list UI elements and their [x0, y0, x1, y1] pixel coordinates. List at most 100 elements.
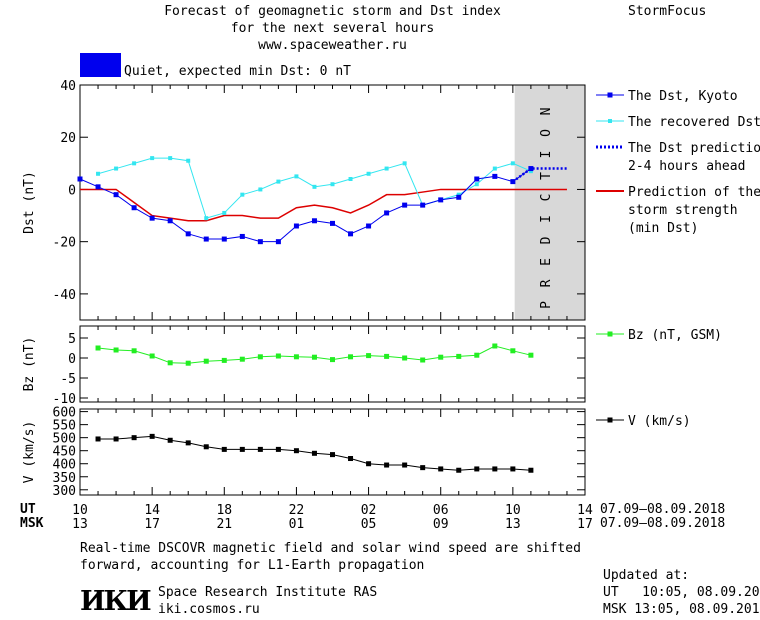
ut-tick-label: 22 — [289, 503, 305, 518]
y-tick-label: 350 — [53, 471, 76, 486]
prediction-band-letter: P — [539, 301, 554, 309]
bz-point — [492, 343, 498, 349]
prediction-band-letter: I — [539, 151, 554, 159]
recovered-dst-point — [150, 156, 155, 161]
ut-tick-label: 18 — [216, 503, 232, 518]
speed-point — [456, 467, 462, 473]
dst-kyoto-point — [528, 166, 534, 172]
speed-point — [366, 461, 372, 467]
prediction-band-letter: I — [539, 215, 554, 223]
legend-dst-kyoto-marker — [607, 92, 613, 98]
chart-title-line1: Forecast of geomagnetic storm and Dst in… — [164, 4, 501, 19]
msk-tick-label: 17 — [144, 517, 160, 532]
prediction-band-letter: N — [539, 108, 554, 116]
updated-label: Updated at: — [603, 568, 690, 583]
bz-point — [275, 353, 281, 359]
y-tick-label: -40 — [53, 288, 76, 303]
bz-point — [311, 354, 317, 360]
y-tick-label: -20 — [53, 236, 76, 251]
bz-point — [366, 353, 372, 359]
y-tick-label: 300 — [53, 484, 76, 499]
panel-frame — [79, 325, 586, 403]
bz-point — [113, 347, 119, 353]
speed-point — [293, 448, 299, 454]
source-url[interactable]: www.spaceweather.ru — [258, 38, 407, 53]
msk-tick-label: 01 — [289, 517, 305, 532]
ut-tick-label: 14 — [577, 503, 593, 518]
recovered-dst-point — [330, 182, 335, 187]
speed-point — [492, 466, 498, 472]
recovered-dst-point — [456, 192, 461, 197]
bz-point — [402, 355, 408, 361]
speed-point — [239, 446, 245, 452]
panel-frame — [79, 408, 586, 496]
dst-kyoto-point — [185, 231, 191, 237]
recovered-dst-point — [294, 174, 299, 179]
recovered-dst-point — [96, 171, 101, 176]
speed-point — [275, 446, 281, 452]
prediction-band — [514, 85, 585, 320]
y-tick-label: 40 — [60, 79, 76, 94]
dst-kyoto-point — [257, 239, 263, 245]
speed-point — [330, 452, 335, 458]
ut-tick-label: 10 — [72, 503, 88, 518]
institute-name: Space Research Institute RAS — [158, 585, 378, 600]
dst-kyoto-point — [95, 184, 101, 190]
dst-kyoto-point — [167, 218, 173, 224]
recovered-dst-point — [186, 158, 191, 163]
recovered-dst-point — [402, 161, 407, 166]
recovered-dst-point — [114, 166, 119, 171]
dst-kyoto-point — [402, 202, 408, 208]
dst-kyoto-point — [420, 202, 426, 208]
bz-line — [97, 345, 532, 364]
dst-kyoto-point — [492, 173, 498, 179]
y-tick-label: 600 — [53, 406, 76, 421]
msk-axis-label: MSK — [20, 516, 44, 531]
speed-point — [131, 435, 137, 441]
legend-storm-strength-label: (min Dst) — [628, 221, 698, 236]
y-axis-label: Dst (nT) — [22, 171, 37, 234]
ut-date-range: 07.09–08.09.2018 — [600, 502, 726, 517]
bz-point — [528, 352, 534, 358]
recovered-dst-point — [132, 161, 137, 166]
dst-kyoto-point — [203, 236, 209, 242]
msk-tick-label: 05 — [361, 517, 377, 532]
legend-bz-label: Bz (nT, GSM) — [628, 328, 722, 343]
footnote-line1: Real-time DSCOVR magnetic field and sola… — [80, 541, 581, 556]
bz-point — [420, 357, 426, 363]
recovered-dst-point — [348, 177, 353, 181]
ut-tick-label: 02 — [361, 503, 377, 518]
bz-point — [239, 356, 245, 362]
legend-storm-strength-label: storm strength — [628, 203, 738, 218]
ut-tick-label: 14 — [144, 503, 160, 518]
bz-point — [221, 357, 227, 363]
recovered-dst-point — [510, 161, 515, 166]
recovered-dst-point — [222, 210, 227, 215]
recovered-dst-point — [276, 179, 281, 184]
dst-kyoto-point — [456, 194, 462, 200]
legend-speed-marker — [607, 417, 613, 423]
speed-point — [221, 446, 227, 452]
recovered-dst-point — [240, 192, 245, 197]
legend-dst-prediction-label: The Dst prediction — [628, 141, 760, 156]
speed-point — [311, 450, 317, 456]
dst-kyoto-line — [79, 168, 532, 243]
y-tick-label: -10 — [53, 392, 76, 407]
speed-point — [348, 456, 354, 462]
msk-tick-label: 17 — [577, 517, 593, 532]
dst-kyoto-point — [149, 215, 155, 221]
dst-kyoto-point — [366, 223, 372, 229]
institute-site[interactable]: iki.cosmos.ru — [158, 602, 260, 617]
dst-kyoto-point — [311, 218, 317, 224]
chart-title-line2: for the next several hours — [230, 21, 435, 36]
speed-point — [438, 466, 444, 472]
prediction-band-letter: C — [539, 194, 554, 202]
msk-tick-label: 13 — [72, 517, 88, 532]
y-tick-label: 5 — [68, 332, 76, 347]
dst-kyoto-point — [438, 197, 444, 203]
speed-point — [167, 437, 173, 443]
y-tick-label: 450 — [53, 445, 76, 460]
status-text: Quiet, expected min Dst: 0 nT — [124, 64, 351, 79]
bz-point — [330, 357, 335, 363]
